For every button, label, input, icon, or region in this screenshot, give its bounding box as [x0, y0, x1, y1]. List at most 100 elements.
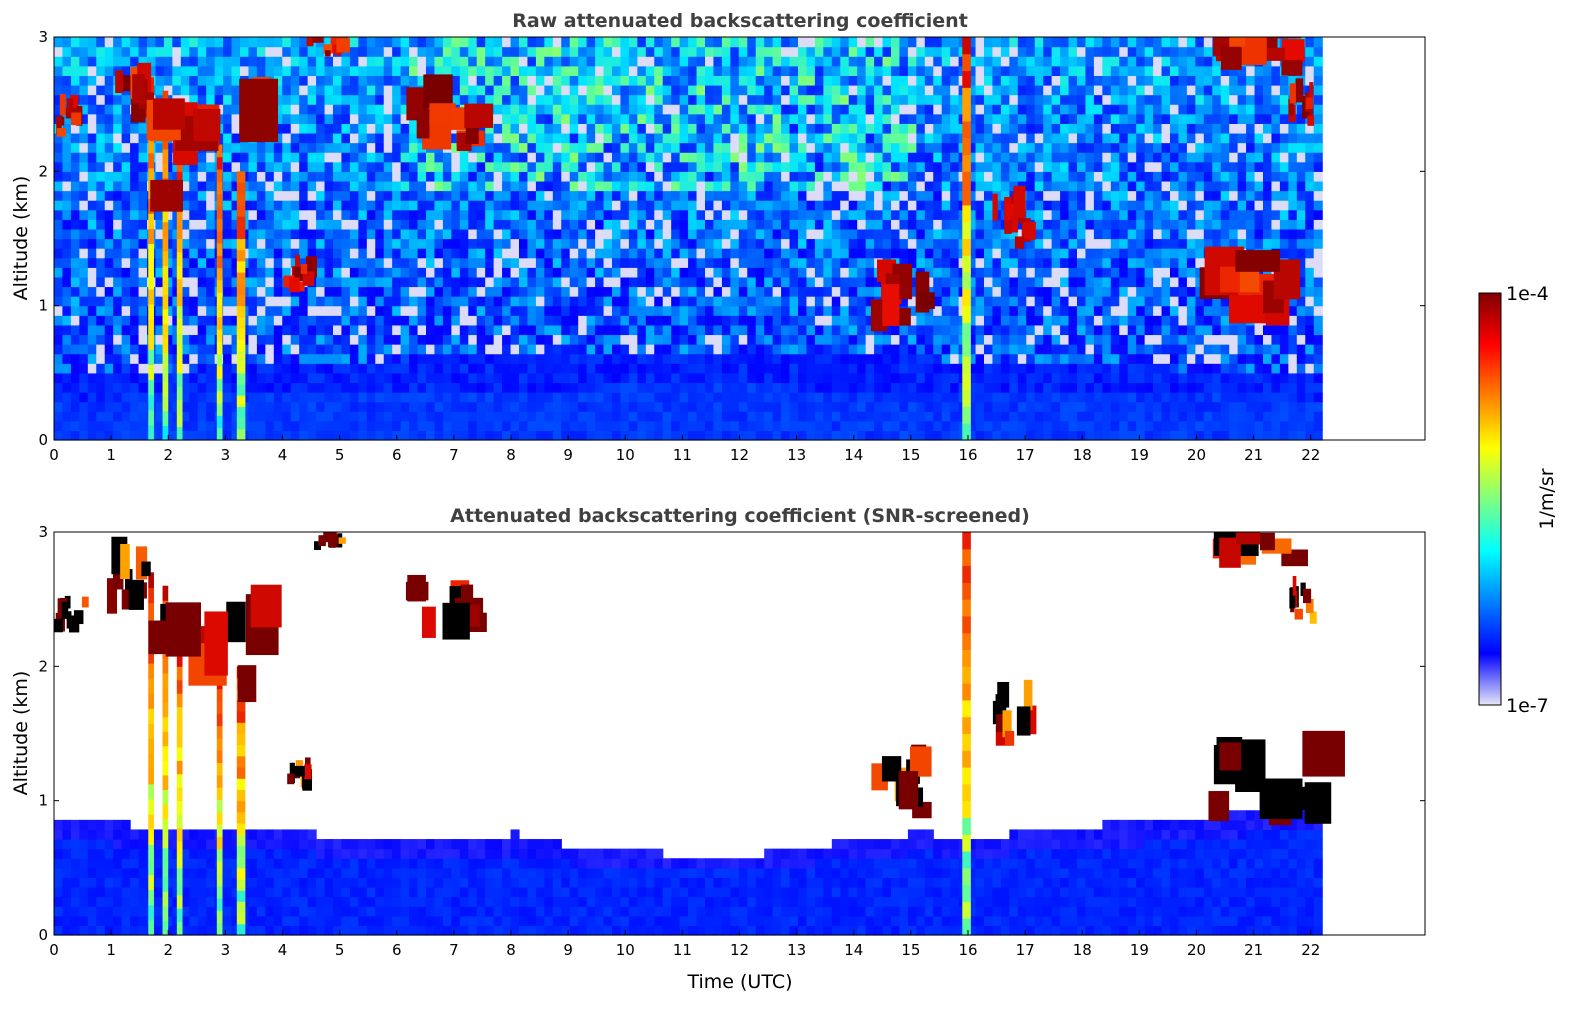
backscatter-cell — [273, 296, 283, 307]
backscatter-cell — [1000, 123, 1010, 134]
backscatter-cell — [409, 296, 419, 307]
backscatter-cell — [848, 334, 858, 345]
backscatter-cell — [519, 315, 529, 326]
backscatter-cell — [612, 142, 622, 153]
backscatter-cell — [612, 94, 622, 105]
backscatter-cell — [1009, 228, 1019, 240]
backscatter-cell — [417, 315, 427, 326]
backscatter-cell — [87, 123, 97, 134]
backscatter-cell — [612, 248, 622, 259]
backscatter-cell — [874, 430, 884, 441]
backscatter-cell — [256, 267, 266, 278]
backscatter-cell — [772, 180, 782, 192]
backscatter-cell — [857, 94, 867, 105]
backscatter-cell — [848, 286, 858, 297]
backscatter-cell — [510, 180, 520, 192]
backscatter-cell — [1000, 382, 1010, 393]
backscatter-cell — [383, 238, 393, 249]
backscatter-cell — [671, 75, 681, 86]
backscatter-cell — [679, 392, 689, 403]
backscatter-cell — [603, 286, 613, 297]
backscatter-cell — [527, 219, 537, 230]
backscatter-cell — [738, 123, 748, 134]
backscatter-cell — [113, 315, 123, 326]
backscatter-cell — [197, 238, 207, 249]
backscatter-cell — [502, 152, 512, 163]
backscatter-cell — [442, 180, 452, 192]
backscatter-cell — [603, 104, 613, 115]
backscatter-cell — [206, 392, 216, 403]
backscatter-cell — [721, 104, 731, 115]
backscatter-cell — [96, 152, 106, 163]
backscatter-cell — [417, 180, 427, 192]
backscatter-cell — [747, 152, 757, 163]
backscatter-cell — [645, 84, 655, 96]
backscatter-cell — [197, 324, 207, 336]
backscatter-cell — [366, 180, 376, 192]
backscatter-cell — [1043, 84, 1053, 96]
backscatter-cell — [840, 37, 850, 48]
backscatter-cell — [983, 46, 994, 57]
backscatter-cell — [840, 286, 850, 297]
backscatter-cell — [316, 324, 326, 336]
backscatter-cell — [299, 209, 309, 220]
backscatter-cell — [628, 161, 638, 172]
backscatter-cell — [510, 94, 520, 105]
backscatter-cell — [620, 65, 630, 76]
backscatter-cell — [535, 84, 545, 96]
backscatter-cell — [341, 238, 351, 249]
backscatter-cell — [848, 132, 858, 144]
backscatter-cell — [1000, 113, 1010, 124]
backscatter-cell — [561, 257, 571, 268]
backscatter-cell — [992, 430, 1002, 441]
backscatter-cell — [874, 238, 884, 249]
backscatter-cell — [654, 276, 664, 288]
backscatter-cell — [282, 411, 292, 422]
backscatter-cell — [79, 392, 89, 403]
backscatter-cell — [510, 353, 520, 364]
backscatter-cell — [950, 411, 960, 422]
backscatter-cell — [865, 430, 875, 441]
backscatter-cell — [485, 392, 495, 403]
backscatter-cell — [256, 161, 266, 172]
backscatter-cell — [612, 84, 622, 96]
backscatter-cell — [721, 411, 731, 422]
backscatter-cell — [62, 372, 72, 384]
backscatter-cell — [764, 382, 774, 393]
backscatter-cell — [121, 56, 131, 67]
backscatter-cell — [468, 411, 478, 422]
backscatter-cell — [1034, 257, 1044, 268]
backscatter-cell — [527, 430, 537, 441]
backscatter-cell — [459, 344, 469, 355]
backscatter-cell — [679, 228, 689, 240]
backscatter-cell — [527, 305, 537, 316]
backscatter-cell — [307, 65, 317, 76]
backscatter-cell — [941, 84, 951, 96]
backscatter-cell — [155, 334, 165, 345]
backscatter-cell — [451, 305, 461, 316]
backscatter-cell — [823, 411, 833, 422]
backscatter-cell — [967, 267, 977, 278]
backscatter-cell — [113, 305, 123, 316]
backscatter-cell — [113, 132, 123, 144]
backscatter-cell — [189, 46, 199, 57]
backscatter-cell — [823, 132, 833, 144]
backscatter-cell — [603, 305, 613, 316]
backscatter-cell — [1009, 353, 1019, 364]
backscatter-cell — [383, 56, 393, 67]
backscatter-cell — [121, 94, 131, 105]
backscatter-cell — [586, 37, 596, 48]
backscatter-cell — [231, 267, 241, 278]
backscatter-cell — [519, 104, 529, 115]
backscatter-cell — [223, 305, 233, 316]
backscatter-cell — [764, 257, 774, 268]
backscatter-cell — [755, 248, 765, 259]
backscatter-cell — [992, 161, 1002, 172]
backscatter-cell — [451, 248, 461, 259]
backscatter-cell — [1026, 382, 1036, 393]
backscatter-cell — [130, 180, 140, 192]
backscatter-cell — [256, 392, 266, 403]
backscatter-cell — [755, 209, 765, 220]
backscatter-cell — [113, 382, 123, 393]
backscatter-cell — [206, 296, 216, 307]
